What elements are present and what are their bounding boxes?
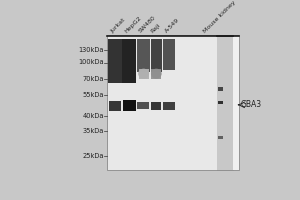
Text: SW480: SW480 bbox=[137, 15, 156, 34]
Bar bbox=[163, 39, 175, 70]
Text: Mouse kidney: Mouse kidney bbox=[202, 0, 237, 34]
Bar bbox=[152, 69, 161, 79]
Text: Raji: Raji bbox=[150, 22, 162, 34]
Bar bbox=[151, 39, 162, 72]
Bar bbox=[218, 87, 223, 91]
Text: 100kDa: 100kDa bbox=[78, 60, 104, 66]
Text: 70kDa: 70kDa bbox=[82, 76, 104, 82]
Bar bbox=[109, 101, 122, 111]
Bar bbox=[217, 35, 238, 170]
Bar bbox=[137, 102, 149, 109]
Bar bbox=[217, 35, 233, 170]
Text: HepG2: HepG2 bbox=[124, 15, 142, 34]
Ellipse shape bbox=[138, 69, 149, 79]
Text: 35kDa: 35kDa bbox=[82, 128, 104, 134]
Text: 25kDa: 25kDa bbox=[82, 153, 104, 159]
Bar bbox=[151, 102, 161, 110]
Bar bbox=[163, 102, 175, 110]
Text: Jurkat: Jurkat bbox=[110, 17, 126, 34]
Bar bbox=[139, 69, 148, 79]
Bar bbox=[218, 136, 223, 139]
Bar bbox=[218, 101, 223, 104]
Text: 55kDa: 55kDa bbox=[82, 92, 104, 98]
Bar bbox=[137, 39, 150, 72]
Bar bbox=[107, 35, 233, 170]
Bar bbox=[108, 39, 122, 83]
Bar bbox=[122, 39, 136, 83]
Text: 40kDa: 40kDa bbox=[82, 113, 104, 119]
Text: 130kDa: 130kDa bbox=[78, 47, 104, 53]
Bar bbox=[123, 100, 136, 111]
Text: GBA3: GBA3 bbox=[241, 100, 262, 109]
Text: A-549: A-549 bbox=[164, 18, 180, 34]
Ellipse shape bbox=[151, 69, 162, 79]
